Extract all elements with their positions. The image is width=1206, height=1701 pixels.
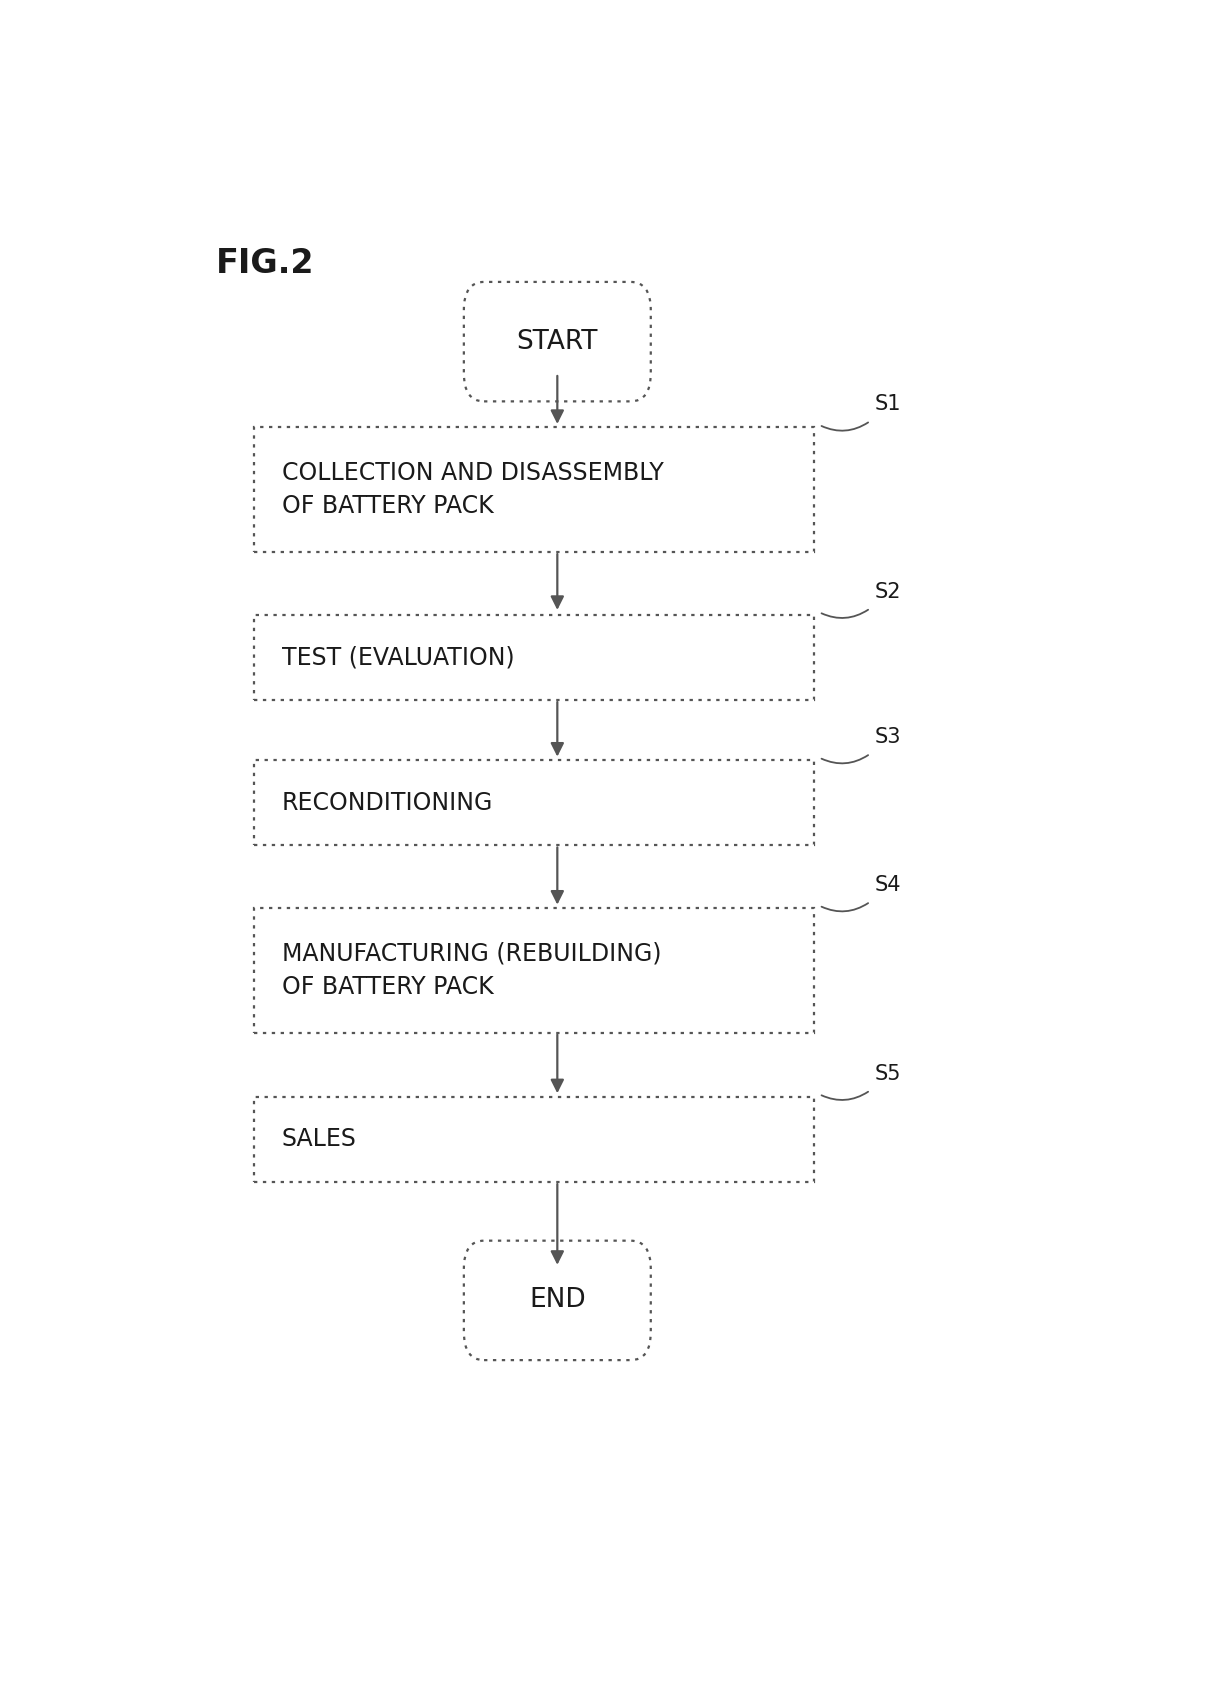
FancyBboxPatch shape xyxy=(464,1240,651,1361)
Text: END: END xyxy=(529,1288,586,1313)
Text: MANUFACTURING (REBUILDING)
OF BATTERY PACK: MANUFACTURING (REBUILDING) OF BATTERY PA… xyxy=(282,942,661,998)
FancyBboxPatch shape xyxy=(253,1097,814,1182)
Text: FIG.2: FIG.2 xyxy=(216,247,315,279)
FancyBboxPatch shape xyxy=(253,427,814,551)
FancyBboxPatch shape xyxy=(253,614,814,699)
Text: S5: S5 xyxy=(876,1063,902,1084)
Text: RECONDITIONING: RECONDITIONING xyxy=(282,791,493,815)
Text: TEST (EVALUATION): TEST (EVALUATION) xyxy=(282,645,514,668)
FancyBboxPatch shape xyxy=(253,760,814,845)
Text: S1: S1 xyxy=(876,395,902,415)
Text: S4: S4 xyxy=(876,874,902,895)
Text: COLLECTION AND DISASSEMBLY
OF BATTERY PACK: COLLECTION AND DISASSEMBLY OF BATTERY PA… xyxy=(282,461,663,519)
Text: S2: S2 xyxy=(876,582,902,602)
Text: SALES: SALES xyxy=(282,1128,357,1152)
FancyBboxPatch shape xyxy=(253,908,814,1033)
FancyBboxPatch shape xyxy=(464,282,651,401)
Text: S3: S3 xyxy=(876,726,902,747)
Text: START: START xyxy=(516,328,598,354)
